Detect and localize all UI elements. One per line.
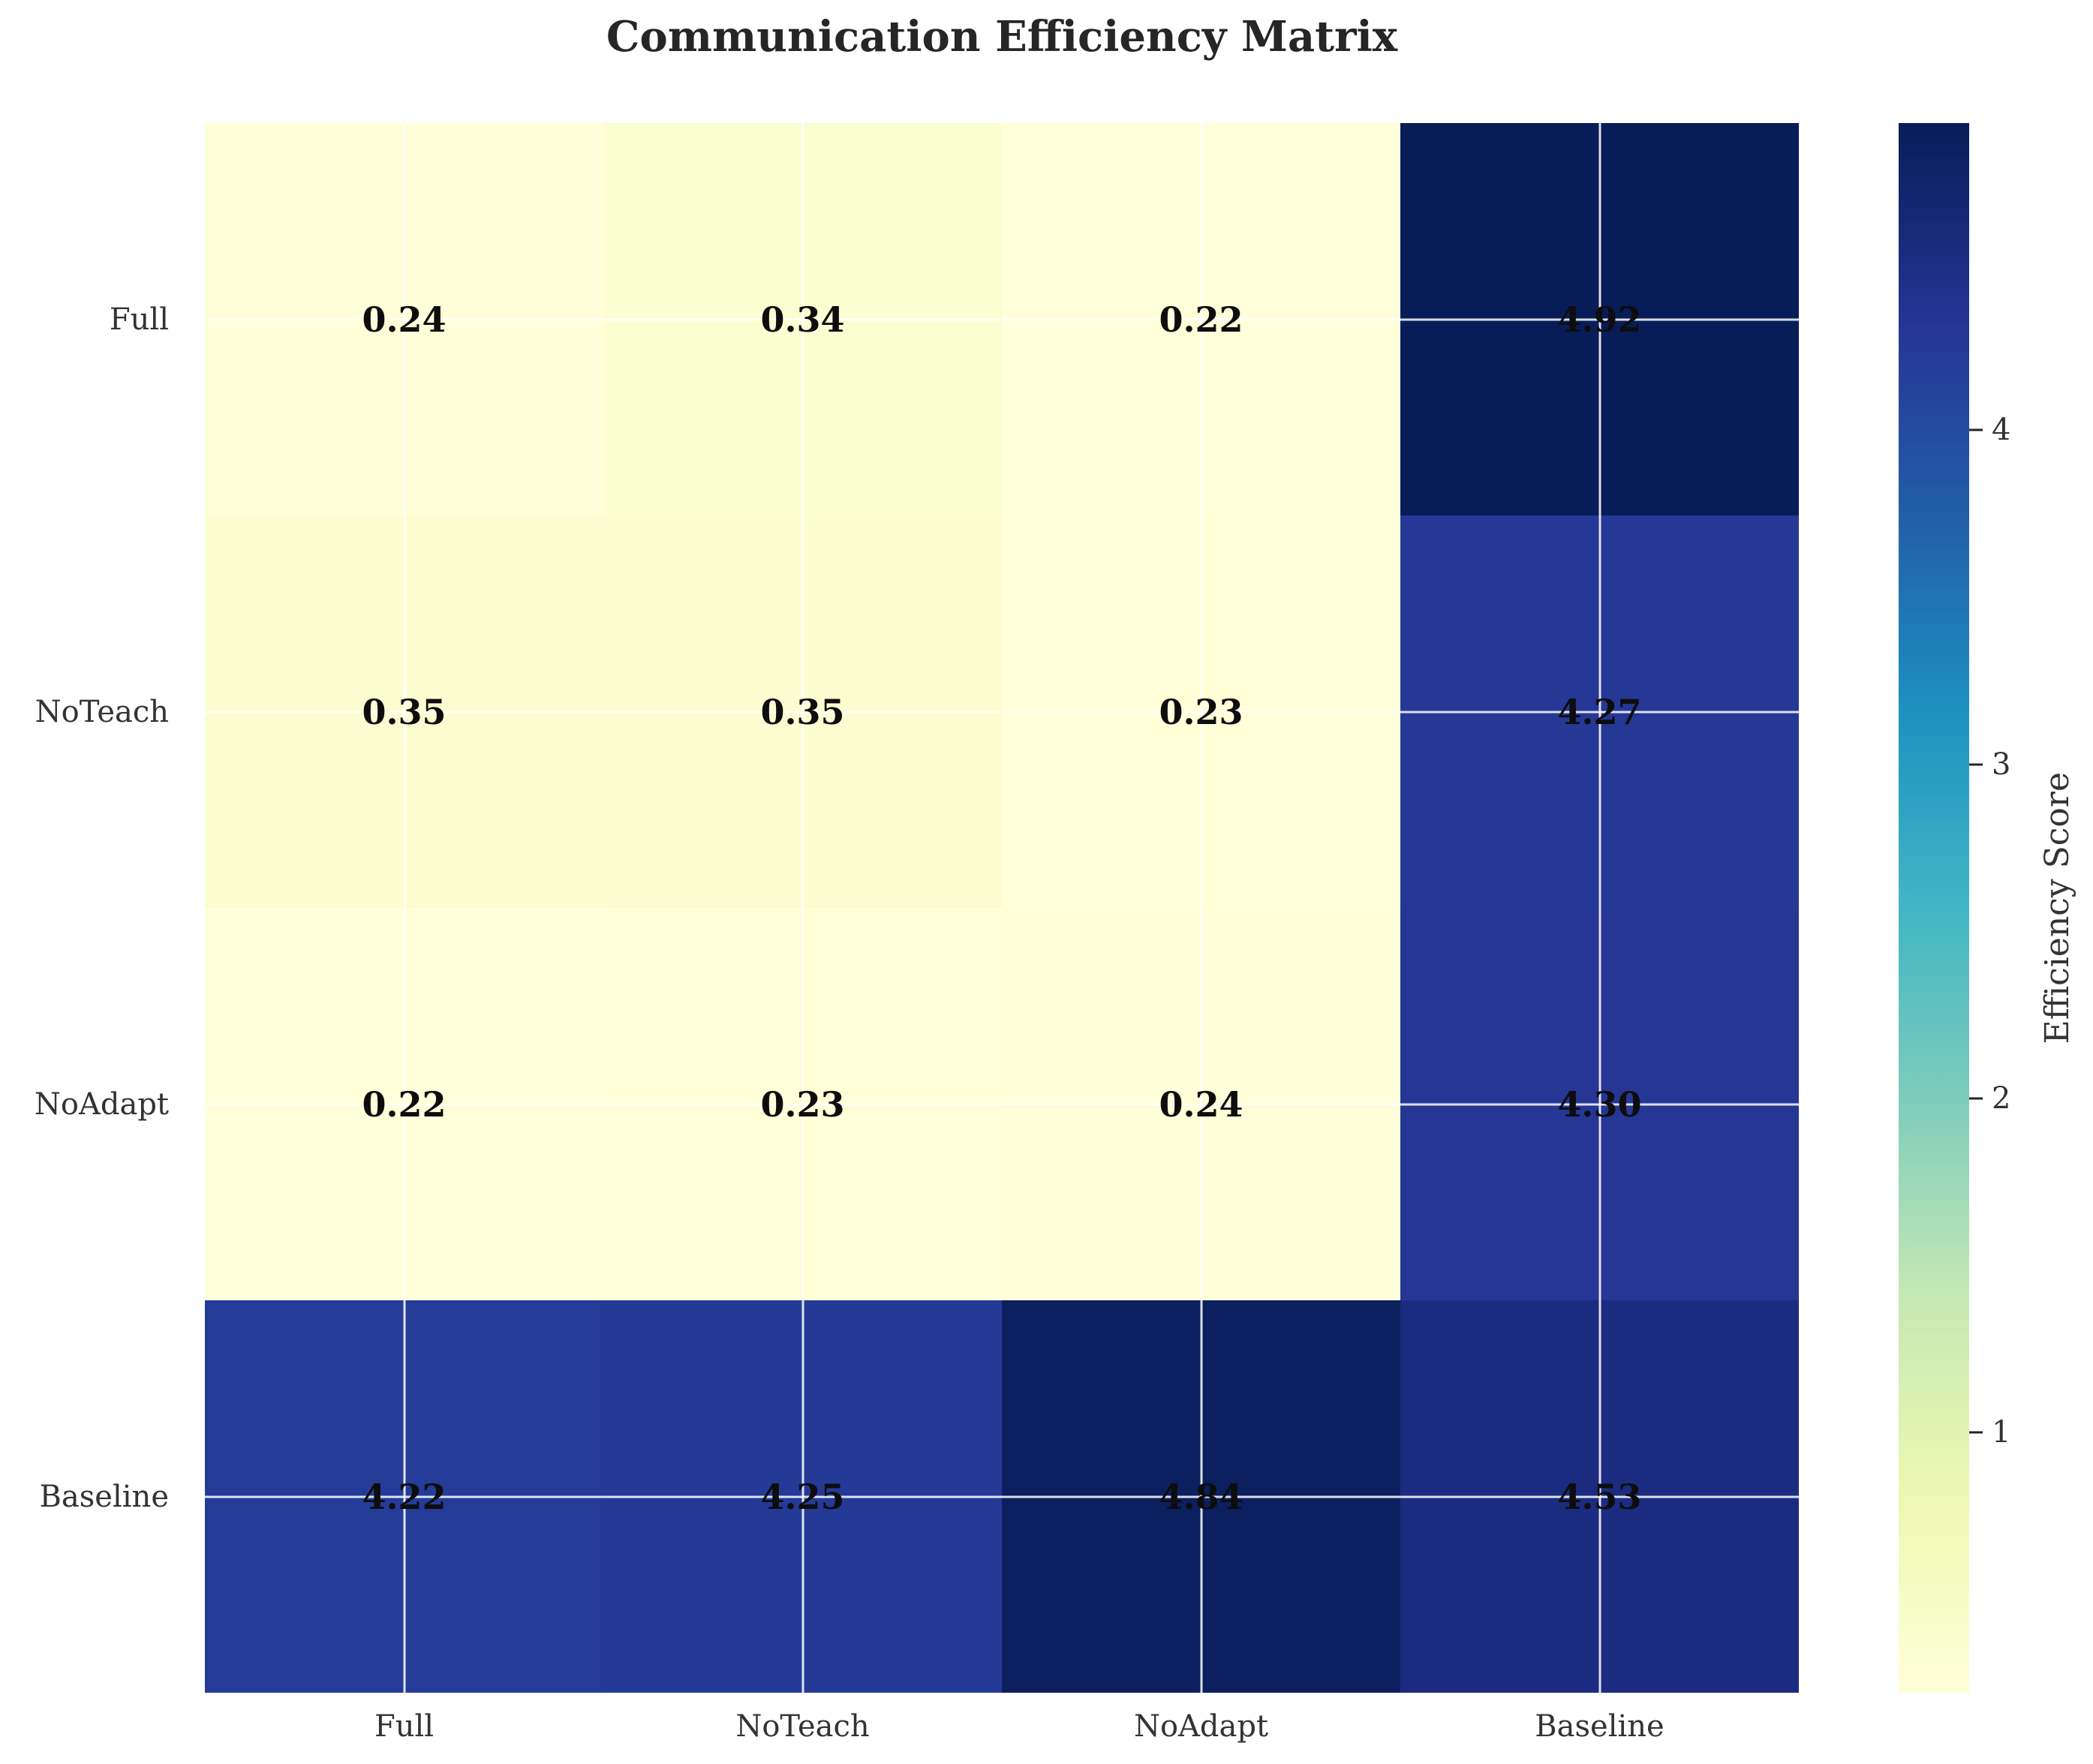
heatmap-cell: 0.23 (603, 908, 1002, 1300)
cell-value: 0.34 (760, 299, 845, 340)
heatmap-grid: 0.24 0.34 0.22 4.92 0.35 0.35 0.23 4.27 0.22 0.23… (205, 123, 1799, 1693)
heatmap-cell: 4.22 (205, 1300, 603, 1693)
cell-value: 0.22 (362, 1083, 447, 1125)
heatmap-cell: 4.53 (1400, 1300, 1799, 1693)
y-tick-label: Baseline (39, 1479, 169, 1514)
heatmap-cell: 0.34 (603, 123, 1002, 515)
cell-value: 0.23 (760, 1083, 845, 1125)
cell-value: 0.24 (1159, 1083, 1243, 1125)
heatmap-cell: 4.84 (1002, 1300, 1400, 1693)
colorbar-tick-label: 4 (1992, 413, 2011, 448)
y-tick-label: NoTeach (35, 694, 169, 729)
cell-value: 0.22 (1159, 299, 1243, 340)
cell-value: 4.30 (1557, 1083, 1642, 1125)
cell-value: 4.27 (1557, 691, 1642, 732)
x-tick-label: NoTeach (735, 1709, 870, 1744)
cell-value: 4.22 (362, 1476, 447, 1517)
cell-value: 0.35 (362, 691, 447, 732)
cell-value: 0.35 (760, 691, 845, 732)
heatmap-cell: 4.25 (603, 1300, 1002, 1693)
heatmap-cell: 4.92 (1400, 123, 1799, 515)
x-axis-labels: Full NoTeach NoAdapt Baseline (205, 1697, 1799, 1757)
heatmap-cell: 0.23 (1002, 515, 1400, 908)
cell-value: 4.92 (1557, 299, 1642, 340)
cell-value: 0.24 (362, 299, 447, 340)
colorbar-tick-mark (1969, 1431, 1983, 1434)
heatmap-cell: 0.24 (1002, 908, 1400, 1300)
y-axis-labels: Full NoTeach NoAdapt Baseline (0, 123, 187, 1693)
colorbar-label-wrap: Efficiency Score (2031, 123, 2083, 1693)
heatmap-cell: 0.22 (1002, 123, 1400, 515)
heatmap-cell: 0.35 (205, 515, 603, 908)
colorbar-tick-mark (1969, 763, 1983, 766)
x-tick-label: Full (374, 1709, 435, 1744)
x-tick-label: Baseline (1535, 1709, 1664, 1744)
x-tick-label: NoAdapt (1133, 1709, 1269, 1744)
heatmap-cell: 0.35 (603, 515, 1002, 908)
colorbar-tick-label: 1 (1992, 1414, 2011, 1450)
heatmap-cell: 4.27 (1400, 515, 1799, 908)
cell-value: 4.53 (1557, 1476, 1642, 1517)
heatmap-cell: 0.22 (205, 908, 603, 1300)
heatmap-cell: 0.24 (205, 123, 603, 515)
y-tick-label: NoAdapt (34, 1086, 169, 1122)
colorbar-label: Efficiency Score (2037, 771, 2076, 1044)
cell-value: 4.84 (1159, 1476, 1243, 1517)
colorbar-tick-label: 3 (1992, 747, 2011, 782)
chart-title: Communication Efficiency Matrix (606, 12, 1398, 62)
heatmap-cell: 4.30 (1400, 908, 1799, 1300)
y-tick-label: Full (109, 302, 169, 337)
colorbar-tick-label: 2 (1992, 1080, 2011, 1116)
colorbar-gradient (1899, 123, 1969, 1693)
colorbar-tick-mark (1969, 428, 1983, 431)
colorbar-tick-mark (1969, 1097, 1983, 1100)
cell-value: 0.23 (1159, 691, 1243, 732)
cell-value: 4.25 (760, 1476, 845, 1517)
